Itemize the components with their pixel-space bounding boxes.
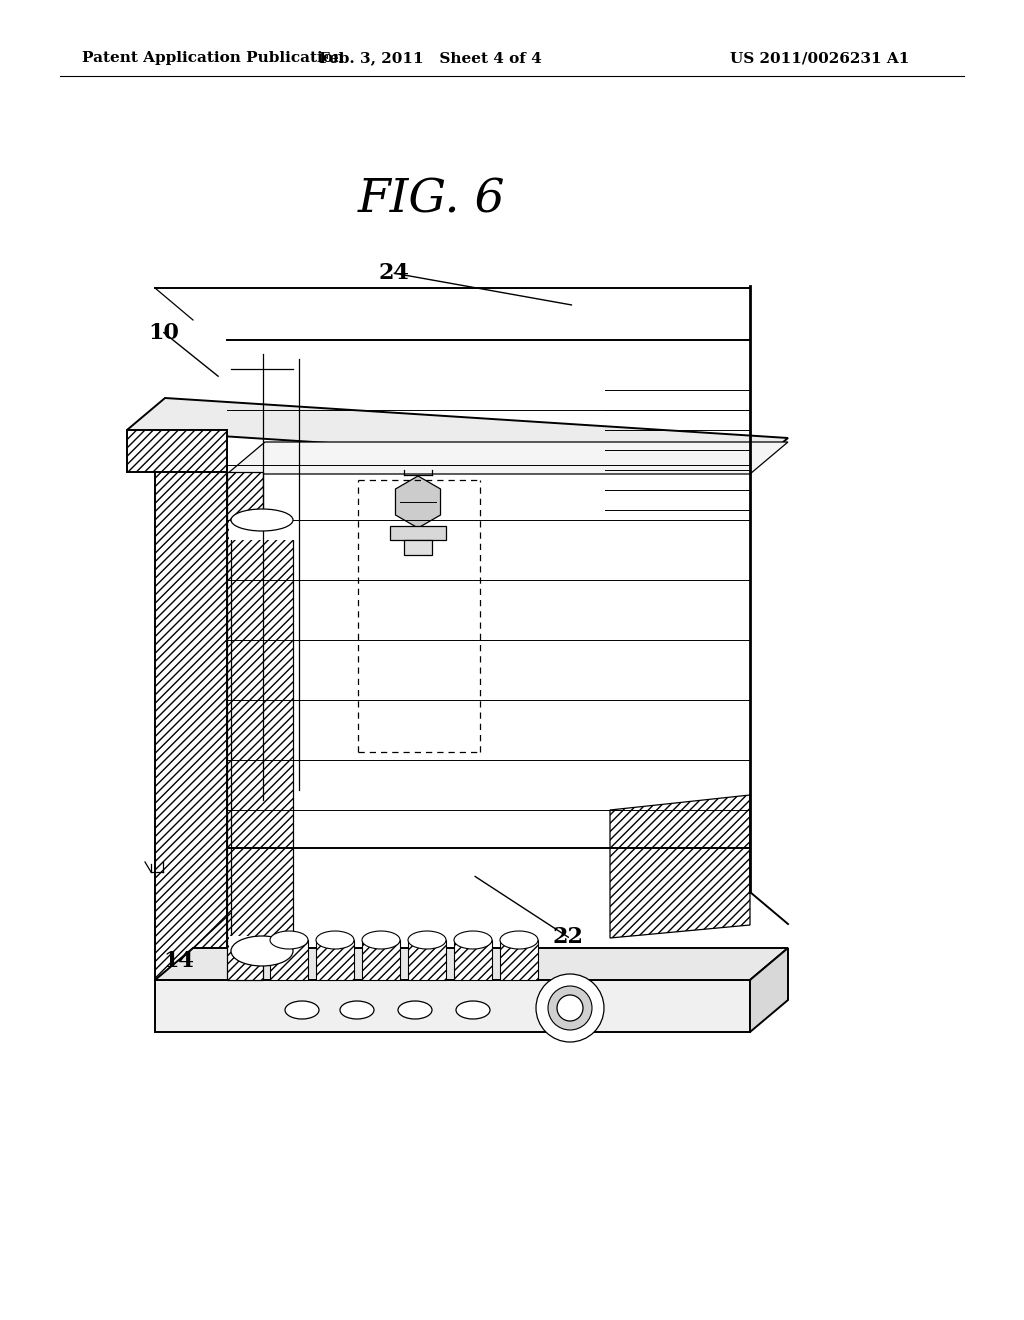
Text: 22: 22 xyxy=(553,927,584,948)
Text: 24: 24 xyxy=(379,263,410,284)
Text: Feb. 3, 2011   Sheet 4 of 4: Feb. 3, 2011 Sheet 4 of 4 xyxy=(318,51,542,65)
Polygon shape xyxy=(231,520,293,950)
Polygon shape xyxy=(408,940,446,979)
Ellipse shape xyxy=(340,1001,374,1019)
Circle shape xyxy=(548,986,592,1030)
Ellipse shape xyxy=(408,931,446,949)
Polygon shape xyxy=(155,430,227,979)
Text: 10: 10 xyxy=(148,322,179,343)
Ellipse shape xyxy=(456,1001,490,1019)
Ellipse shape xyxy=(285,1001,319,1019)
Polygon shape xyxy=(404,540,432,554)
Text: 14: 14 xyxy=(164,950,195,972)
Ellipse shape xyxy=(270,931,308,949)
Polygon shape xyxy=(750,948,788,1032)
Polygon shape xyxy=(227,473,263,979)
Polygon shape xyxy=(127,399,788,470)
Polygon shape xyxy=(155,979,750,1032)
Polygon shape xyxy=(395,477,440,528)
Ellipse shape xyxy=(454,931,492,949)
Ellipse shape xyxy=(398,1001,432,1019)
Polygon shape xyxy=(610,795,750,939)
Polygon shape xyxy=(270,940,308,979)
Circle shape xyxy=(557,995,583,1020)
Ellipse shape xyxy=(231,936,293,966)
Text: Patent Application Publication: Patent Application Publication xyxy=(82,51,344,65)
Circle shape xyxy=(536,974,604,1041)
Polygon shape xyxy=(316,940,354,979)
Ellipse shape xyxy=(231,510,293,531)
Text: FIG. 6: FIG. 6 xyxy=(358,177,506,223)
Text: US 2011/0026231 A1: US 2011/0026231 A1 xyxy=(730,51,909,65)
Polygon shape xyxy=(227,442,788,474)
Ellipse shape xyxy=(362,931,400,949)
Ellipse shape xyxy=(316,931,354,949)
Polygon shape xyxy=(454,940,492,979)
Polygon shape xyxy=(229,520,295,540)
Polygon shape xyxy=(362,940,400,979)
Polygon shape xyxy=(127,430,227,473)
Ellipse shape xyxy=(500,931,538,949)
Polygon shape xyxy=(500,940,538,979)
Polygon shape xyxy=(229,936,295,950)
Polygon shape xyxy=(390,525,446,540)
Polygon shape xyxy=(155,948,788,979)
